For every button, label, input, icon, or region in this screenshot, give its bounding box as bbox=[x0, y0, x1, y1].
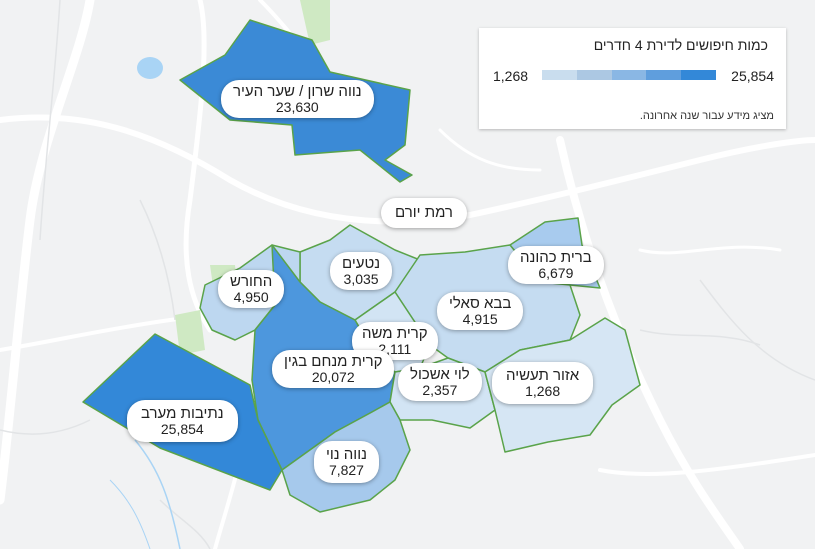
label-hahoresh[interactable]: החורש 4,950 bbox=[218, 270, 285, 309]
label-azor-taasiya[interactable]: אזור תעשיה 1,268 bbox=[492, 362, 594, 405]
label-levi-eshkol[interactable]: לוי אשכול 2,357 bbox=[398, 363, 482, 402]
neighborhood-count: 1,268 bbox=[525, 382, 561, 399]
legend-scale-step bbox=[576, 70, 612, 80]
neighborhood-count: 20,072 bbox=[311, 368, 355, 385]
neighborhood-count: 4,915 bbox=[462, 310, 498, 327]
neighborhood-name: לוי אשכול bbox=[410, 366, 470, 383]
legend-scale-step bbox=[611, 70, 647, 80]
neighborhood-count: 23,630 bbox=[275, 98, 319, 115]
legend-min-value: 1,268 bbox=[493, 68, 529, 84]
label-brit-kehuna[interactable]: ברית כהונה 6,679 bbox=[508, 246, 604, 285]
legend-scale-step bbox=[542, 70, 577, 80]
label-neve-noy[interactable]: נווה נוי 7,827 bbox=[314, 441, 379, 484]
legend-title: כמות חיפושים לדירת 4 חדרים bbox=[593, 37, 768, 53]
neighborhood-name: נטעים bbox=[342, 255, 381, 272]
neighborhood-count: 25,854 bbox=[160, 420, 204, 437]
neighborhood-name: בבא סאלי bbox=[449, 295, 512, 312]
map-legend: כמות חיפושים לדירת 4 חדרים 1,268 25,854 … bbox=[479, 28, 786, 129]
neighborhood-count: 6,679 bbox=[538, 264, 574, 281]
neighborhood-name: החורש bbox=[230, 273, 273, 290]
neighborhood-name: קרית מנחם בגין bbox=[284, 353, 383, 370]
label-netivot-maarav[interactable]: נתיבות מערב 25,854 bbox=[127, 400, 238, 443]
neighborhood-count: 7,827 bbox=[328, 461, 364, 478]
water bbox=[109, 57, 181, 549]
neighborhood-count: 2,111 bbox=[378, 340, 412, 357]
legend-scale-step bbox=[681, 70, 716, 80]
label-kiryat-menachem-begin[interactable]: קרית מנחם בגין 20,072 bbox=[272, 350, 395, 389]
neighborhood-count: 3,035 bbox=[343, 270, 379, 287]
neighborhood-name: רמת יורם bbox=[395, 204, 453, 221]
neighborhood-name: נווה שרון / שער העיר bbox=[233, 83, 362, 100]
label-ramat-yoram[interactable]: רמת יורם bbox=[381, 198, 467, 228]
label-baba-sali[interactable]: בבא סאלי 4,915 bbox=[437, 292, 524, 331]
legend-scale-step bbox=[646, 70, 682, 80]
legend-color-scale bbox=[542, 70, 716, 80]
neighborhood-name: קרית משה bbox=[362, 325, 428, 342]
label-neve-sharon[interactable]: נווה שרון / שער העיר 23,630 bbox=[221, 80, 374, 119]
neighborhood-name: נווה נוי bbox=[326, 446, 367, 463]
neighborhood-count: 4,950 bbox=[233, 288, 269, 305]
legend-max-value: 25,854 bbox=[731, 68, 774, 84]
label-netaim[interactable]: נטעים 3,035 bbox=[330, 252, 393, 291]
neighborhood-name: ברית כהונה bbox=[520, 249, 592, 266]
neighborhood-name: אזור תעשיה bbox=[506, 367, 580, 384]
neighborhood-name: נתיבות מערב bbox=[141, 405, 224, 422]
neighborhood-count: 2,357 bbox=[422, 381, 458, 398]
legend-note: מציג מידע עבור שנה אחרונה. bbox=[639, 110, 774, 122]
